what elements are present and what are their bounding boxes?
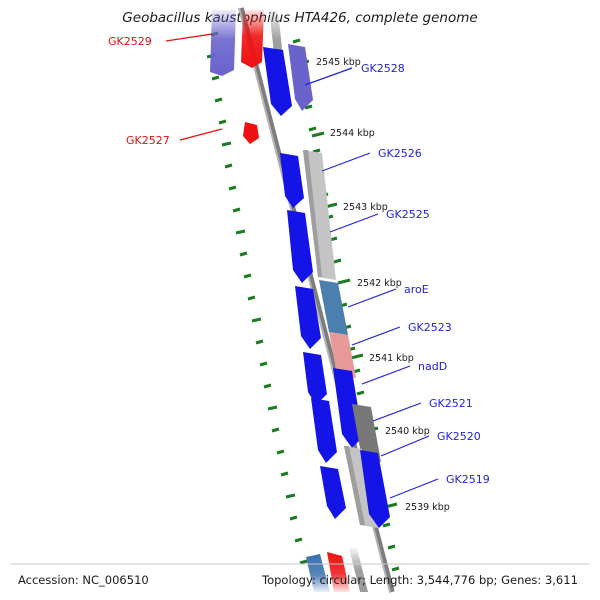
gene-label-gk2525[interactable]: GK2525 xyxy=(386,208,430,221)
genome-summary-label: Topology: circular; Length: 3,544,776 bp… xyxy=(261,573,578,587)
leader-line-aroe xyxy=(347,288,397,308)
gene-label-gk2526[interactable]: GK2526 xyxy=(378,147,422,160)
gene-feature-top-slate[interactable] xyxy=(210,10,236,76)
gene-label-gk2527[interactable]: GK2527 xyxy=(126,134,170,147)
leader-line-nadd xyxy=(361,365,411,385)
gene-segment-aroe[interactable] xyxy=(319,280,348,335)
gene-label-aroe[interactable]: aroE xyxy=(404,283,429,296)
gene-track-gray-upper xyxy=(303,150,336,280)
ruler-tick-label: 2542 kbp xyxy=(357,278,402,289)
gene-arrow-lower-a[interactable] xyxy=(320,466,346,519)
gene-feature-bottom-gray xyxy=(349,548,368,592)
gene-label-gk2529[interactable]: GK2529 xyxy=(108,35,152,48)
gene-arrow-gk2521[interactable] xyxy=(311,398,337,463)
gene-arrow-gk2519[interactable] xyxy=(360,450,390,528)
ruler-ticks-left xyxy=(206,31,308,565)
leader-line-gk2525 xyxy=(329,213,379,233)
gene-segment-gk2523[interactable] xyxy=(329,332,356,378)
ruler-tick-label: 2545 kbp xyxy=(316,57,361,68)
gene-arrow-mid-a[interactable] xyxy=(295,286,321,349)
gene-feature-bottom-red[interactable] xyxy=(327,552,350,592)
gene-labels[interactable]: GK2529 GK2528 GK2527 GK2526 GK2525 aroE … xyxy=(108,35,490,486)
gene-segment-gk2520[interactable] xyxy=(352,404,381,462)
ruler-tick-label: 2540 kbp xyxy=(385,426,430,437)
accession-label: Accession: NC_006510 xyxy=(18,573,149,587)
gene-arrow-gk2526[interactable] xyxy=(280,153,304,208)
leader-line-gk2519 xyxy=(389,478,439,499)
gene-label-gk2523[interactable]: GK2523 xyxy=(408,321,452,334)
gene-label-gk2521[interactable]: GK2521 xyxy=(429,397,473,410)
gene-label-gk2519[interactable]: GK2519 xyxy=(446,473,490,486)
gene-label-nadd[interactable]: nadD xyxy=(418,360,447,373)
gene-arrow-gk2528-a[interactable] xyxy=(263,47,292,116)
gene-leader-lines xyxy=(165,33,439,499)
gene-feature-top-red[interactable] xyxy=(241,10,264,68)
gene-arrow-gk2527[interactable] xyxy=(243,122,259,144)
leader-line-gk2529 xyxy=(165,33,213,42)
gene-arrow-mid-b[interactable] xyxy=(303,352,327,405)
leader-line-gk2523 xyxy=(351,326,401,346)
ruler-tick-label: 2543 kbp xyxy=(343,202,388,213)
ruler-tick-label: 2544 kbp xyxy=(330,128,375,139)
leader-line-gk2521 xyxy=(372,402,422,422)
leader-line-gk2526 xyxy=(321,152,371,172)
gene-label-gk2528[interactable]: GK2528 xyxy=(361,62,405,75)
leader-line-gk2528 xyxy=(304,67,353,86)
ruler-tick-label: 2539 kbp xyxy=(405,502,450,513)
leader-line-gk2527 xyxy=(179,128,223,141)
ruler-tick-labels: 2545 kbp 2544 kbp 2543 kbp 2542 kbp 2541… xyxy=(316,57,450,513)
gene-arrow-gk2528-b[interactable] xyxy=(288,44,313,111)
leader-line-gk2520 xyxy=(380,435,430,457)
page-title: Geobacillus kaustophilus HTA426, complet… xyxy=(122,10,477,26)
gene-label-gk2520[interactable]: GK2520 xyxy=(437,430,481,443)
gene-arrow-gk2525[interactable] xyxy=(287,210,313,283)
ruler-tick-label: 2541 kbp xyxy=(369,353,414,364)
gene-arrow-nadd[interactable] xyxy=(333,368,363,448)
